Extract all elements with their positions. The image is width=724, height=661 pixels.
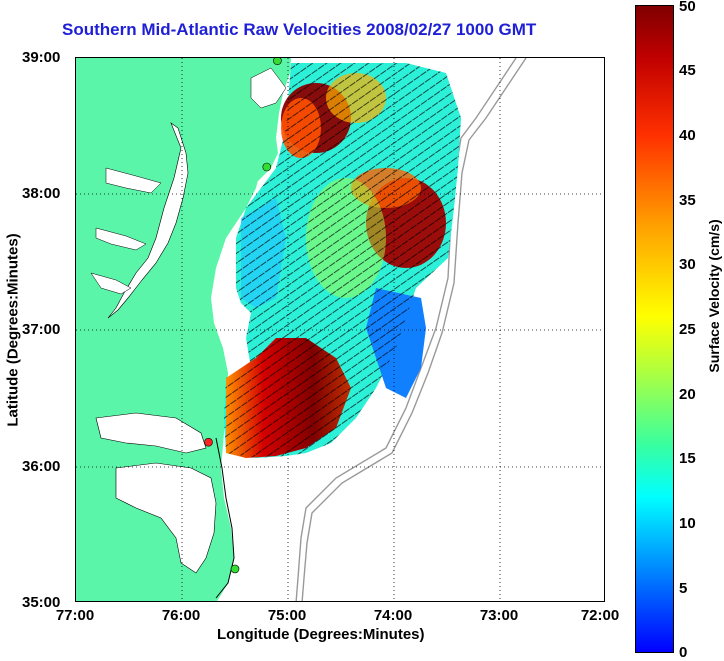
x-tick-label: 73:00 [479,607,519,624]
colorbar-tick: 5 [679,580,688,597]
colorbar-tick: 0 [679,644,688,661]
x-tick-label: 76:00 [161,607,201,624]
map-plot-area [75,57,605,602]
x-tick-label: 74:00 [373,607,413,624]
chart-title: Southern Mid-Atlantic Raw Velocities 200… [62,20,537,39]
radar-site-marker [273,58,282,66]
x-tick-label: 72:00 [580,607,620,624]
x-tick-label: 75:00 [267,607,307,624]
colorbar-tick: 35 [679,192,696,209]
y-axis-label: Latitude (Degrees:Minutes) [4,233,22,427]
colorbar-tick: 50 [679,0,696,15]
radar-site-marker [230,564,240,574]
x-axis-label: Longitude (Degrees:Minutes) [217,626,425,643]
x-tick-label: 77:00 [55,607,95,624]
y-tick-label: 37:00 [22,321,61,338]
radar-site-marker [262,162,272,172]
radar-sites [204,58,282,574]
bathymetry-contours [295,58,527,601]
colorbar-tick: 25 [679,321,696,338]
grid-lines [76,58,604,601]
colorbar-tick: 40 [679,127,696,144]
y-tick-label: 39:00 [22,49,61,66]
colorbar-tick: 15 [679,450,696,467]
colorbar-tick: 20 [679,386,696,403]
land [76,58,291,601]
colorbar [635,5,674,653]
map-svg [76,58,604,601]
y-tick-label: 35:00 [22,594,61,611]
colorbar-tick: 10 [679,515,696,532]
y-tick-label: 38:00 [22,185,61,202]
colorbar-label: Surface Velocity (cm/s) [706,219,722,373]
y-tick-label: 36:00 [22,458,61,475]
velocity-field [224,63,461,458]
colorbar-tick: 45 [679,62,696,79]
colorbar-tick: 30 [679,256,696,273]
radar-site-marker [204,437,213,447]
